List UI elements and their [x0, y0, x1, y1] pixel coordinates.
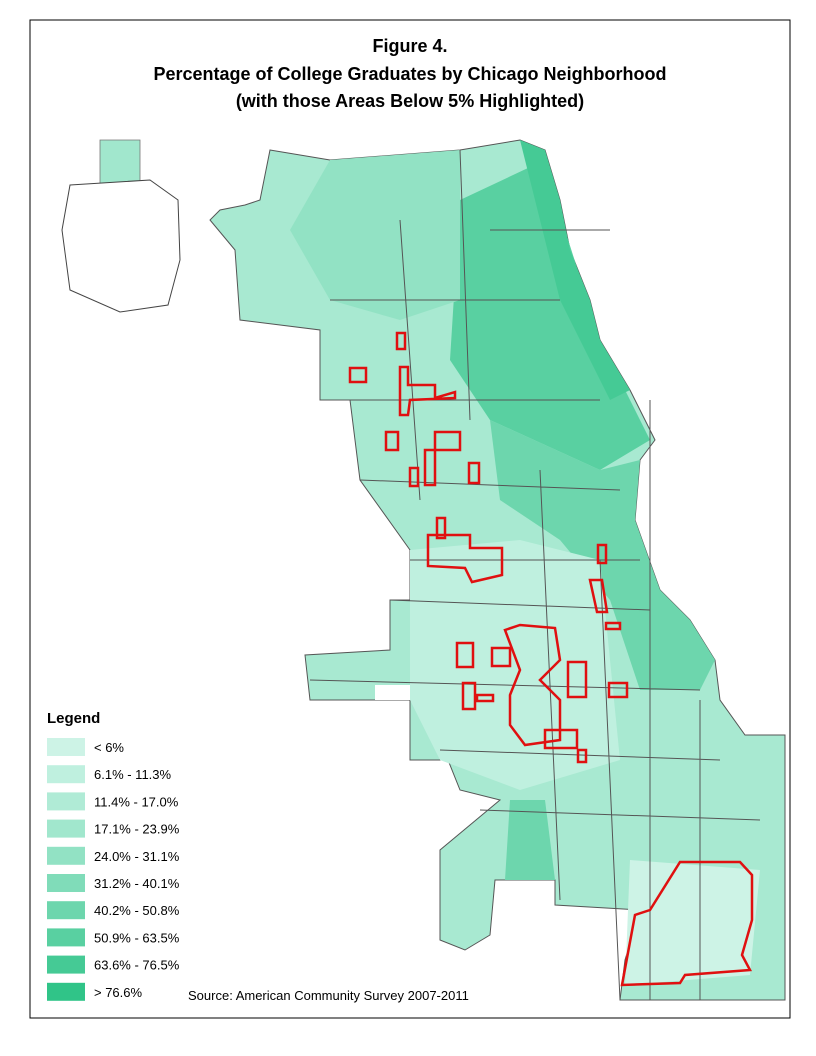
legend-swatch [47, 819, 85, 838]
legend-swatch [47, 955, 85, 974]
legend-label: 50.9% - 63.5% [94, 930, 180, 945]
city-map [61, 139, 786, 1001]
legend-label: 24.0% - 31.1% [94, 849, 180, 864]
legend-swatch [47, 874, 85, 892]
legend-label: 17.1% - 23.9% [94, 822, 180, 837]
legend-title: Legend [47, 710, 100, 727]
highlighted-areas [348, 331, 754, 987]
source-note: Source: American Community Survey 2007-2… [188, 988, 469, 1003]
legend-swatch [47, 792, 85, 811]
title-line: (with those Areas Below 5% Highlighted) [236, 91, 584, 111]
title-line: Figure 4. [372, 36, 447, 56]
legend-label: > 76.6% [94, 985, 143, 1000]
legend-label: 40.2% - 50.8% [94, 903, 180, 918]
legend-label: < 6% [94, 740, 124, 755]
legend: < 6% 6.1% - 11.3% 11.4% - 17.0% 17.1% - 23.… [47, 738, 180, 1001]
legend-label: 63.6% - 76.5% [94, 958, 180, 973]
legend-label: 6.1% - 11.3% [94, 767, 172, 782]
legend-swatch [47, 928, 85, 947]
legend-label: 11.4% - 17.0% [94, 794, 179, 809]
legend-swatch [47, 765, 85, 784]
legend-swatch [47, 738, 85, 756]
legend-label: 31.2% - 40.1% [94, 876, 180, 891]
legend-swatch [47, 846, 85, 865]
title-line: Percentage of College Graduates by Chica… [153, 64, 666, 84]
legend-swatch [47, 901, 85, 920]
legend-swatch [47, 982, 85, 1001]
